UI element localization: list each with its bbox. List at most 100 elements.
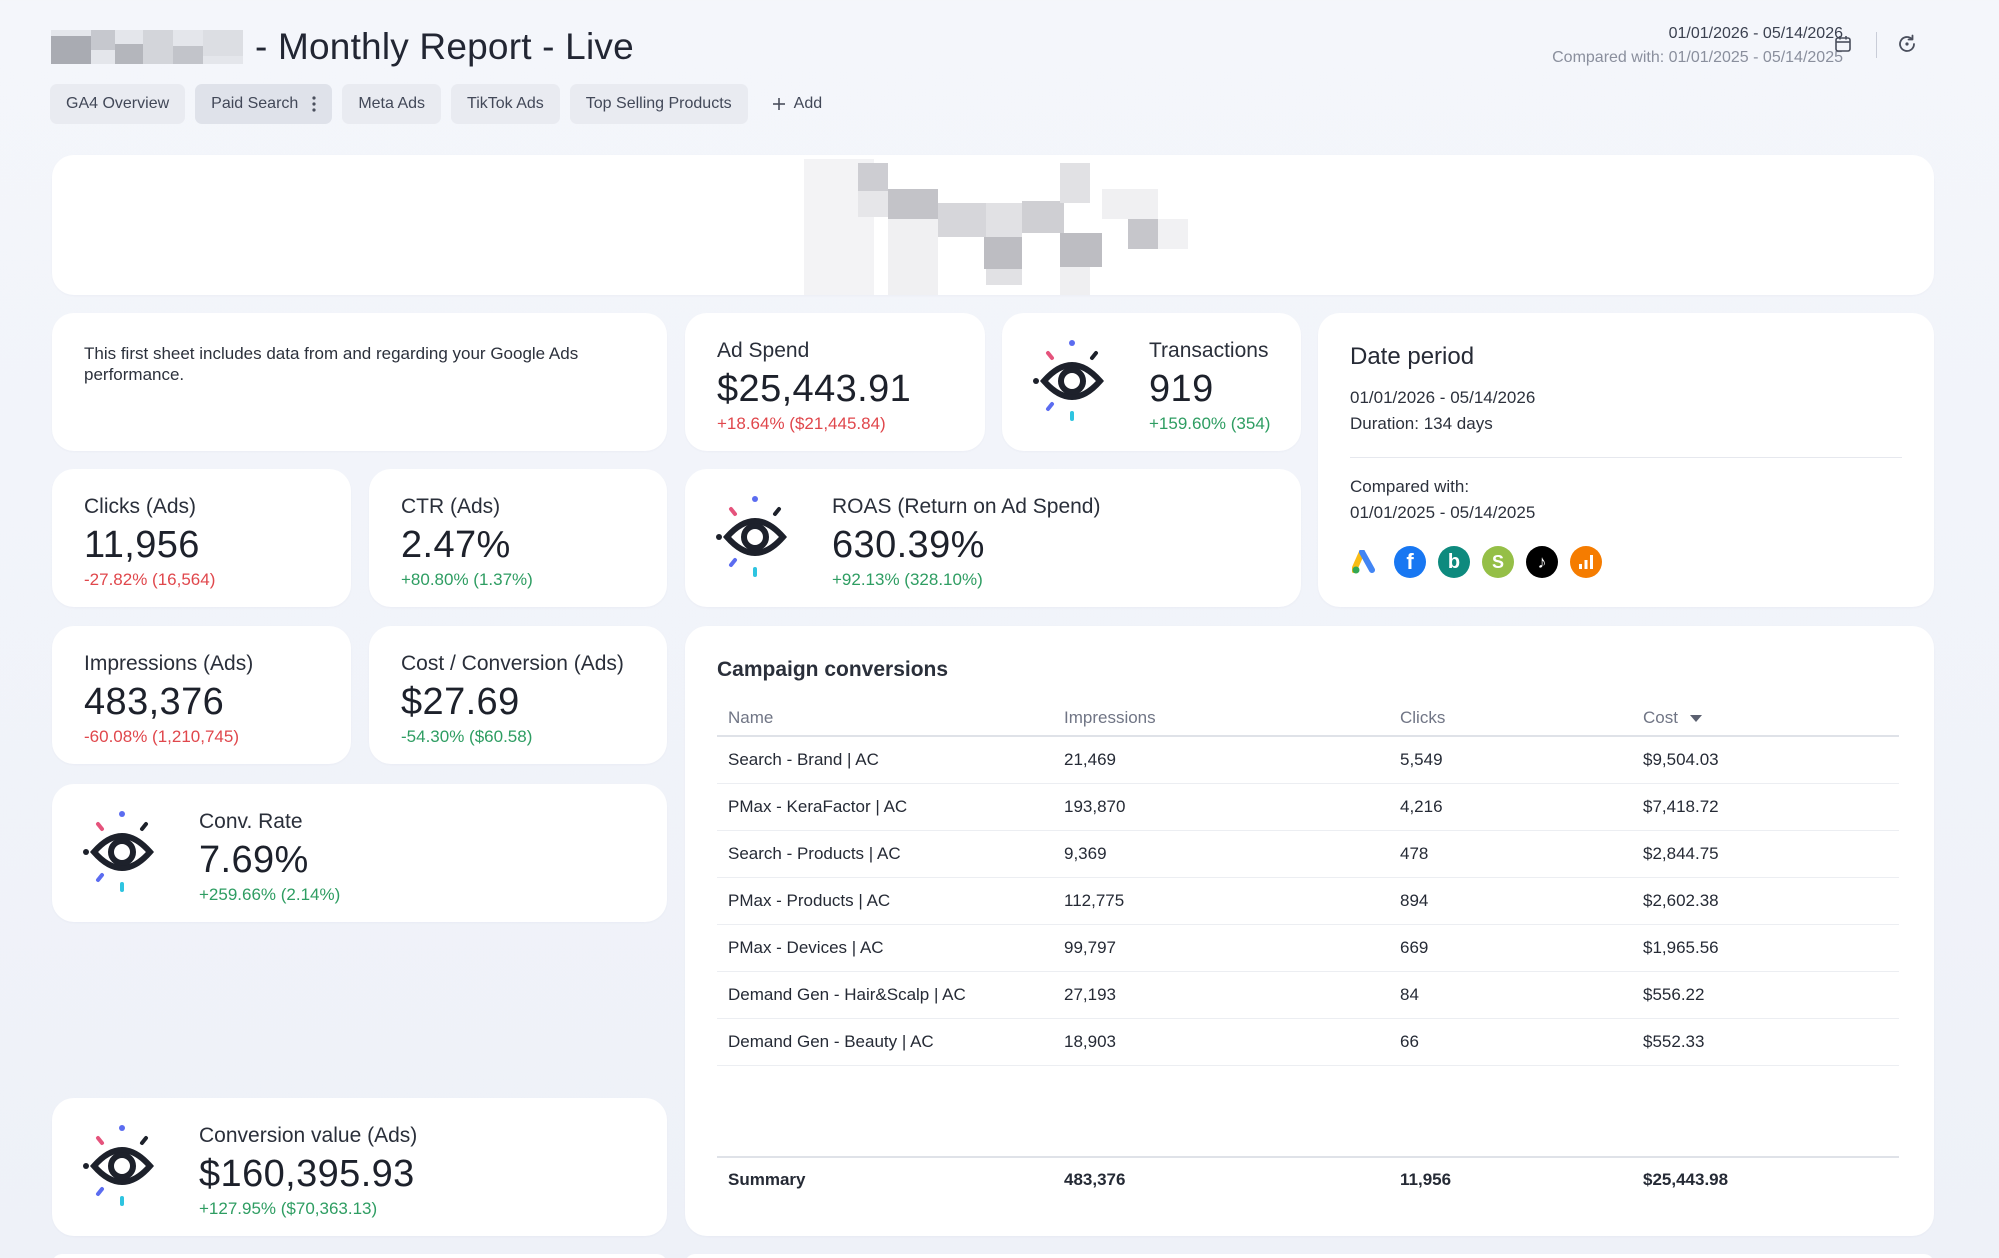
refresh-icon[interactable] — [1893, 30, 1921, 58]
cell-cost: $7,418.72 — [1632, 783, 1899, 831]
insight-eye-icon — [82, 810, 162, 894]
kpi-transactions: Transactions 919 +159.60% (354) — [1002, 313, 1301, 451]
cell-name: PMax - KeraFactor | AC — [717, 783, 1053, 831]
cell-name: Search - Products | AC — [717, 830, 1053, 878]
kpi-value: 7.69% — [199, 839, 309, 881]
next-row-card — [52, 1254, 667, 1258]
calendar-icon[interactable] — [1829, 30, 1857, 58]
kpi-delta: +127.95% ($70,363.13) — [199, 1199, 378, 1218]
date-period-card: Date period 01/01/2026 - 05/14/2026 Dura… — [1318, 313, 1934, 607]
cell-clicks: 669 — [1389, 924, 1632, 972]
kpi-label: CTR (Ads) — [401, 495, 501, 518]
table-spacer — [717, 1065, 1899, 1157]
tab-ga4-overview[interactable]: GA4 Overview — [50, 84, 186, 124]
date-period-title: Date period — [1350, 343, 1475, 370]
plus-icon — [772, 98, 785, 110]
compared-range: 01/01/2025 - 05/14/2025 — [1350, 503, 1536, 522]
add-tab-button[interactable]: Add — [758, 84, 836, 124]
campaign-conversions-card: Campaign conversions Name Impressions Cl… — [685, 626, 1934, 1236]
summary-clicks: 11,956 — [1389, 1156, 1632, 1202]
bing-ads-icon: b — [1438, 546, 1470, 578]
tiktok-ads-icon: ♪ — [1526, 546, 1558, 578]
kpi-delta: +18.64% ($21,445.84) — [717, 414, 886, 433]
kpi-roas: ROAS (Return on Ad Spend) 630.39% +92.13… — [685, 469, 1301, 607]
connected-platforms: f b S ♪ — [1350, 546, 1902, 578]
cell-name: PMax - Devices | AC — [717, 924, 1053, 972]
kpi-label: Transactions — [1149, 339, 1269, 362]
table-summary-row: Summary 483,376 11,956 $25,443.98 — [717, 1156, 1899, 1202]
column-header-cost-label: Cost — [1643, 707, 1678, 727]
report-header: - Monthly Report - Live 01/01/2026 - 05/… — [51, 22, 1951, 92]
tab-label: TikTok Ads — [467, 95, 544, 112]
cell-cost: $552.33 — [1632, 1018, 1899, 1066]
tab-top-selling-products[interactable]: Top Selling Products — [569, 84, 748, 124]
kpi-label: Clicks (Ads) — [84, 495, 197, 518]
kpi-delta: -60.08% (1,210,745) — [84, 727, 239, 746]
table-row[interactable]: Search - Brand | AC 21,469 5,549 $9,504.… — [717, 736, 1899, 784]
column-header-impressions[interactable]: Impressions — [1053, 700, 1389, 737]
compared-label: Compared with: — [1350, 477, 1470, 496]
kpi-value: $25,443.91 — [717, 368, 912, 410]
column-header-name[interactable]: Name — [717, 700, 1053, 737]
table-row[interactable]: PMax - Devices | AC 99,797 669 $1,965.56 — [717, 924, 1899, 972]
cell-clicks: 66 — [1389, 1018, 1632, 1066]
tab-label: GA4 Overview — [66, 95, 170, 112]
header-divider — [1876, 32, 1877, 58]
cell-impressions: 193,870 — [1053, 783, 1389, 831]
add-tab-label: Add — [793, 95, 823, 112]
divider — [1350, 457, 1902, 458]
date-period-duration: Duration: 134 days — [1350, 414, 1493, 433]
cell-name: PMax - Products | AC — [717, 877, 1053, 925]
table-row[interactable]: Demand Gen - Hair&Scalp | AC 27,193 84 $… — [717, 971, 1899, 1019]
kpi-conversion-value: Conversion value (Ads) $160,395.93 +127.… — [52, 1098, 667, 1236]
compared-range-text: Compared with: 01/01/2025 - 05/14/2025 — [1552, 49, 1843, 66]
sheet-description: This first sheet includes data from and … — [52, 313, 667, 451]
kpi-value: $160,395.93 — [199, 1153, 415, 1195]
cell-clicks: 5,549 — [1389, 736, 1632, 784]
kpi-clicks: Clicks (Ads) 11,956 -27.82% (16,564) — [52, 469, 351, 607]
table-row[interactable]: PMax - Products | AC 112,775 894 $2,602.… — [717, 877, 1899, 925]
tab-meta-ads[interactable]: Meta Ads — [342, 84, 442, 124]
cell-impressions: 9,369 — [1053, 830, 1389, 878]
summary-impressions: 483,376 — [1053, 1156, 1389, 1202]
kpi-delta: +159.60% (354) — [1149, 414, 1271, 433]
cell-impressions: 21,469 — [1053, 736, 1389, 784]
kpi-delta: +259.66% (2.14%) — [199, 885, 341, 904]
more-options-icon[interactable] — [312, 96, 316, 112]
tab-tiktok-ads[interactable]: TikTok Ads — [451, 84, 560, 124]
kpi-value: 919 — [1149, 368, 1214, 410]
column-header-cost[interactable]: Cost — [1632, 700, 1899, 737]
kpi-ctr: CTR (Ads) 2.47% +80.80% (1.37%) — [369, 469, 667, 607]
page-title: - Monthly Report - Live — [255, 26, 634, 67]
google-ads-icon — [1350, 546, 1382, 578]
date-period-range: 01/01/2026 - 05/14/2026 — [1350, 388, 1536, 407]
kpi-cost-per-conversion: Cost / Conversion (Ads) $27.69 -54.30% (… — [369, 626, 667, 764]
report-tabs: GA4 Overview Paid Search Meta Ads TikTok… — [50, 84, 836, 124]
google-analytics-icon — [1570, 546, 1602, 578]
cell-clicks: 84 — [1389, 971, 1632, 1019]
cell-clicks: 894 — [1389, 877, 1632, 925]
kpi-label: Cost / Conversion (Ads) — [401, 652, 624, 675]
header-date-range[interactable]: 01/01/2026 - 05/14/2026 Compared with: 0… — [1552, 22, 1843, 70]
kpi-value: 483,376 — [84, 681, 225, 723]
table-row[interactable]: Search - Products | AC 9,369 478 $2,844.… — [717, 830, 1899, 878]
kpi-value: 11,956 — [84, 524, 200, 566]
table-header-row: Name Impressions Clicks Cost — [717, 700, 1899, 737]
cell-impressions: 18,903 — [1053, 1018, 1389, 1066]
kpi-ad-spend: Ad Spend $25,443.91 +18.64% ($21,445.84) — [685, 313, 985, 451]
cell-cost: $1,965.56 — [1632, 924, 1899, 972]
table-row[interactable]: Demand Gen - Beauty | AC 18,903 66 $552.… — [717, 1018, 1899, 1066]
summary-label: Summary — [717, 1156, 1053, 1202]
kpi-label: ROAS (Return on Ad Spend) — [832, 495, 1101, 518]
column-header-clicks[interactable]: Clicks — [1389, 700, 1632, 737]
table-row[interactable]: PMax - KeraFactor | AC 193,870 4,216 $7,… — [717, 783, 1899, 831]
tab-paid-search[interactable]: Paid Search — [195, 84, 333, 124]
kpi-delta: +92.13% (328.10%) — [832, 570, 983, 589]
kpi-delta: +80.80% (1.37%) — [401, 570, 533, 589]
facebook-ads-icon: f — [1394, 546, 1426, 578]
cell-cost: $556.22 — [1632, 971, 1899, 1019]
shopify-icon: S — [1482, 546, 1514, 578]
brand-banner — [52, 155, 1934, 295]
cell-impressions: 27,193 — [1053, 971, 1389, 1019]
cell-impressions: 99,797 — [1053, 924, 1389, 972]
